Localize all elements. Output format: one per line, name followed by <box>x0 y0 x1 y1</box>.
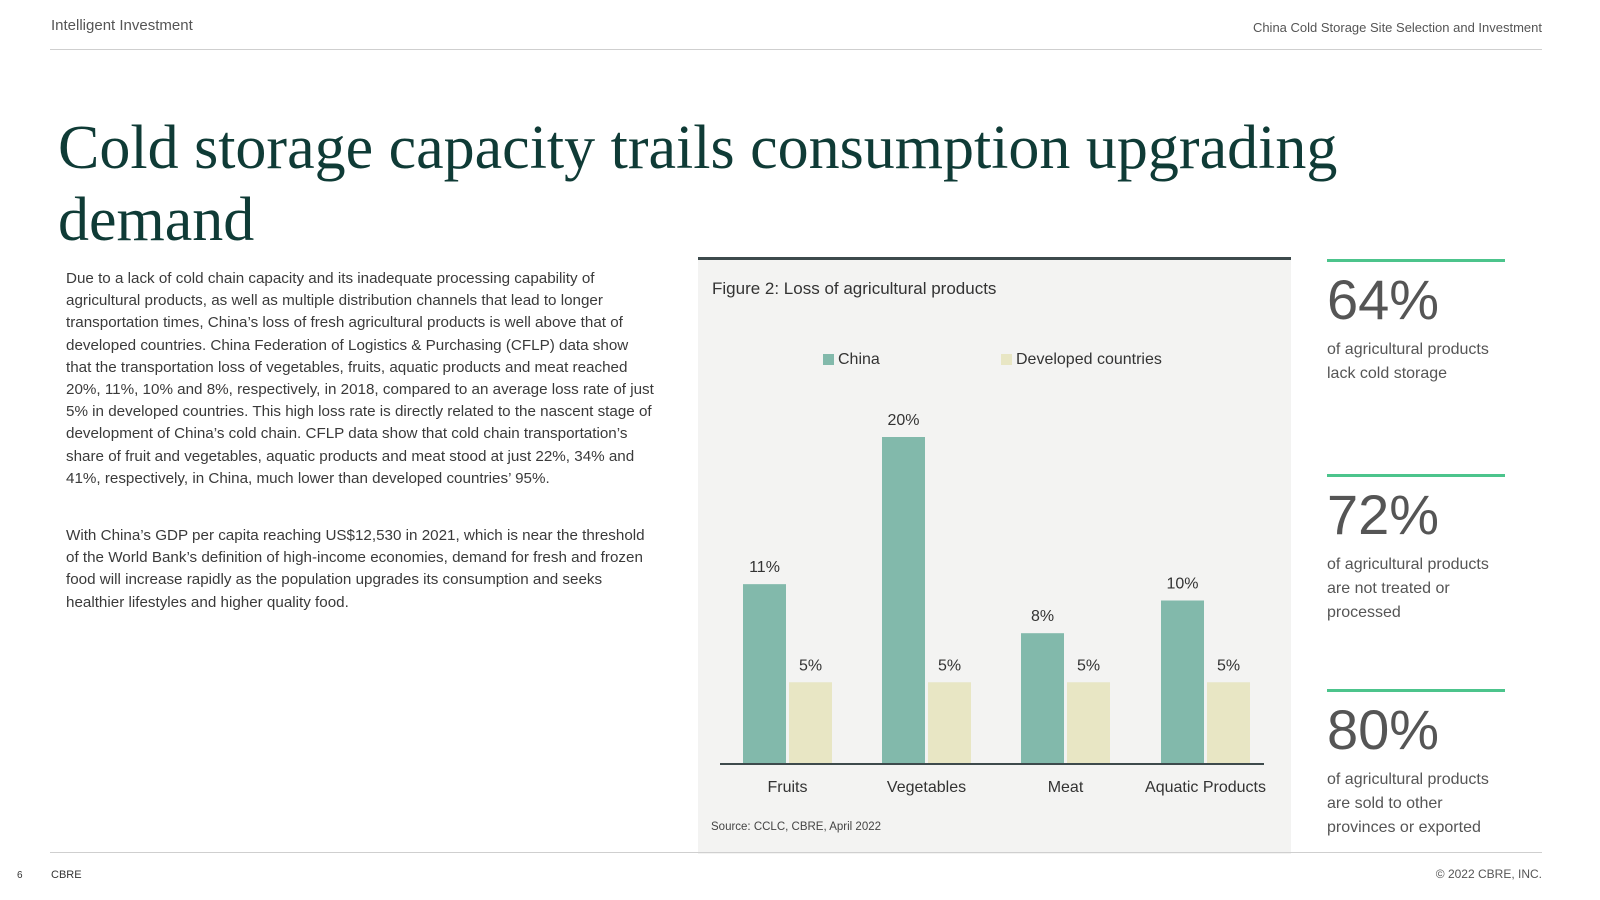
data-label-0-1: 20% <box>887 412 919 429</box>
bar-chart: China Developed countries 11% 5% Fruits 20% 5%… <box>720 351 1266 796</box>
figure-source: Source: CCLC, CBRE, April 2022 <box>711 821 882 833</box>
page-title: Cold storage capacity trails consumption… <box>58 114 1338 254</box>
body-text: Due to a lack of cold chain capacity and… <box>66 268 654 649</box>
figure-title: Figure 2: Loss of agricultural products <box>712 279 997 298</box>
data-label-1-2: 5% <box>1077 657 1100 674</box>
footer-brand: CBRE <box>51 869 82 881</box>
stat-description: of agricultural products are sold to oth… <box>1327 771 1489 836</box>
header-report-title: China Cold Storage Site Selection and In… <box>1252 20 1542 35</box>
bar-1-3 <box>1207 682 1250 764</box>
category-label-0: Fruits <box>768 779 808 796</box>
bar-1-2 <box>1067 682 1110 764</box>
footer-copyright: © 2022 CBRE, INC. <box>1435 867 1542 881</box>
page-number: 6 <box>17 870 23 881</box>
body-paragraph-1: Due to a lack of cold chain capacity and… <box>66 270 654 487</box>
stat-value: 64% <box>1327 268 1440 331</box>
footer-divider <box>50 852 1542 853</box>
header-divider <box>50 49 1542 50</box>
bar-1-0 <box>789 682 832 764</box>
stat-description: of agricultural products are not treated… <box>1327 556 1489 621</box>
stat-description: of agricultural products lack cold stora… <box>1327 341 1489 382</box>
legend-label-0: China <box>838 351 880 368</box>
legend-label-1: Developed countries <box>1016 351 1162 368</box>
bar-0-0 <box>743 584 786 764</box>
legend-swatch-0 <box>823 354 834 365</box>
stat-card-3: 80% of agricultural products are sold to… <box>1327 689 1505 840</box>
category-label-2: Meat <box>1048 779 1084 796</box>
data-label-1-1: 5% <box>938 657 961 674</box>
legend-swatch-1 <box>1001 354 1012 365</box>
data-label-0-3: 10% <box>1166 576 1198 593</box>
stat-accent-rule <box>1327 259 1505 262</box>
figure-loss-of-agricultural-products: Figure 2: Loss of agricultural products … <box>698 257 1291 854</box>
data-label-1-0: 5% <box>799 657 822 674</box>
stat-value: 80% <box>1327 698 1440 761</box>
header-brand: Intelligent Investment <box>51 17 193 34</box>
data-label-1-3: 5% <box>1217 657 1240 674</box>
bar-0-3 <box>1161 600 1204 764</box>
data-label-0-0: 11% <box>749 559 780 576</box>
stat-value: 72% <box>1327 483 1440 546</box>
stat-accent-rule <box>1327 474 1505 477</box>
stat-card-2: 72% of agricultural products are not tre… <box>1327 474 1505 625</box>
category-label-3: Aquatic Products <box>1145 779 1266 796</box>
bar-1-1 <box>928 682 971 764</box>
category-label-1: Vegetables <box>887 779 966 796</box>
body-paragraph-2: With China’s GDP per capita reaching US$… <box>66 527 645 611</box>
bar-0-2 <box>1021 633 1064 764</box>
bar-0-1 <box>882 437 925 764</box>
data-label-0-2: 8% <box>1031 608 1054 625</box>
stat-card-1: 64% of agricultural products lack cold s… <box>1327 259 1505 386</box>
stat-accent-rule <box>1327 689 1505 692</box>
